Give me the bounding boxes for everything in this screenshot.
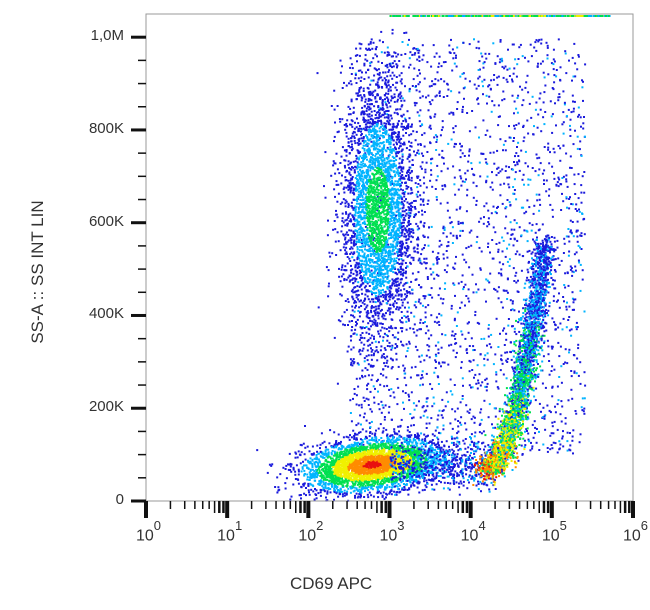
x-tick-label: 100 (136, 518, 162, 545)
x-tick-label: 103 (379, 518, 405, 545)
y-tick-label: 0 (115, 491, 124, 508)
density-dots (256, 15, 611, 502)
x-tick-label: 101 (217, 518, 243, 545)
y-tick-label: 200K (88, 398, 124, 416)
x-tick-label: 102 (298, 518, 324, 545)
y-tick-label: 1,0M (90, 27, 124, 45)
y-tick-label: 400K (88, 305, 124, 323)
y-axis (131, 35, 146, 503)
x-tick-label: 104 (460, 518, 486, 545)
x-tick-label: 105 (541, 518, 567, 545)
y-axis-label: SS-A :: SS INT LIN (28, 200, 47, 344)
y-tick-label: 800K (88, 119, 124, 137)
y-tick-label: 600K (88, 212, 124, 230)
x-axis-label: CD69 APC (290, 574, 373, 593)
x-tick-label: 106 (623, 518, 649, 545)
x-axis (144, 501, 635, 518)
